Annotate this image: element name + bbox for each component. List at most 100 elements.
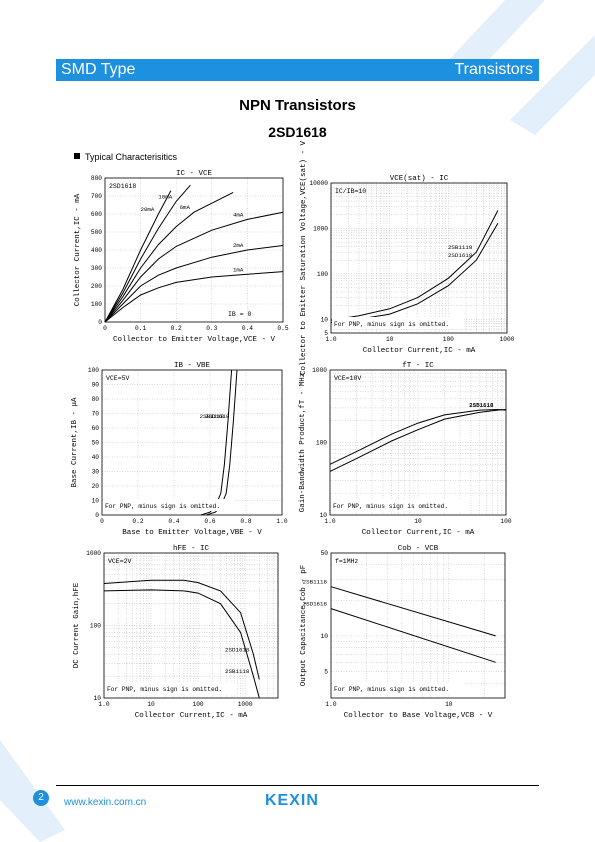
- y-tick-label: 300: [91, 265, 102, 272]
- y-tick-label: 100: [91, 301, 102, 308]
- y-axis-label: Gain-Bandwidth Product,fT - MHz: [299, 373, 307, 513]
- x-tick-label: 10: [414, 518, 422, 525]
- y-tick-label: 10: [321, 633, 329, 640]
- x-tick-label: 100: [443, 336, 454, 343]
- series-label: 20mA: [140, 206, 154, 213]
- series-label: 2SD1618: [469, 402, 494, 409]
- series-line: [200, 369, 233, 516]
- x-tick-label: 10: [147, 701, 155, 708]
- footer-url[interactable]: www.kexin.com.cn: [64, 797, 147, 808]
- series-line: [329, 408, 507, 465]
- chart-title: hFE - IC: [173, 545, 210, 553]
- series-label: 1mA: [233, 266, 244, 273]
- condition-label: VCE=10V: [334, 375, 361, 382]
- series-label: 6mA: [180, 204, 191, 211]
- series-label: 10mA: [158, 193, 172, 200]
- series-line: [330, 586, 496, 637]
- y-tick-label: 10000: [309, 180, 328, 187]
- series-label: 2SB1118: [303, 579, 328, 586]
- x-axis-label: Collector to Base Voltage,VCB - V: [344, 712, 493, 720]
- y-tick-label: 100: [317, 271, 328, 278]
- condition-label: VCE=2V: [108, 558, 132, 565]
- x-tick-label: 1000: [500, 336, 515, 343]
- series-label: 2mA: [233, 242, 244, 249]
- chart-title: VCE(sat) - IC: [390, 175, 449, 183]
- x-tick-label: 1.0: [276, 518, 287, 525]
- y-axis-label: Base Current,IB - μA: [71, 397, 79, 488]
- y-tick-label: 0: [98, 319, 102, 326]
- series-line: [104, 184, 191, 323]
- x-tick-label: 10: [445, 701, 453, 708]
- y-tick-label: 90: [92, 382, 100, 389]
- plot-frame: [101, 369, 283, 516]
- y-axis-label: Collector Current,IC - mA: [74, 193, 82, 306]
- plot-frame: [330, 552, 506, 699]
- condition-label: IB = 0: [228, 311, 252, 318]
- y-tick-label: 1000: [86, 550, 101, 557]
- y-tick-label: 60: [92, 425, 100, 432]
- y-tick-label: 600: [91, 211, 102, 218]
- series-label: 2SB1118: [200, 413, 225, 420]
- footer-divider: [56, 785, 539, 786]
- y-tick-label: 20: [92, 483, 100, 490]
- x-tick-label: 0.6: [204, 518, 215, 525]
- y-tick-label: 100: [88, 367, 99, 374]
- series-label: 4mA: [233, 211, 244, 218]
- section-heading: Typical Characterisitics: [74, 152, 177, 162]
- condition-label: 2SD1618: [109, 183, 136, 190]
- x-tick-label: 100: [193, 701, 204, 708]
- x-tick-label: 0.4: [242, 325, 253, 332]
- series-line: [329, 409, 507, 472]
- section-label: Typical Characterisitics: [85, 152, 178, 162]
- header-banner: SMD Type Transistors: [56, 59, 539, 81]
- series-line: [104, 211, 284, 323]
- y-axis-label: Output Capacitance,Cob - pF: [300, 565, 308, 687]
- chart-title: fT - IC: [402, 362, 434, 370]
- y-tick-label: 400: [91, 247, 102, 254]
- x-tick-label: 1.0: [98, 701, 109, 708]
- plot-frame: [330, 182, 508, 334]
- x-tick-label: 0.3: [206, 325, 217, 332]
- plot-frame: [329, 369, 507, 516]
- pnp-note: For PNP, minus sign is omitted.: [334, 321, 449, 328]
- y-tick-label: 100: [316, 440, 327, 447]
- chart-title: Cob - VCB: [398, 545, 439, 553]
- series-line: [206, 369, 238, 516]
- chart-title: IC - VCE: [176, 170, 213, 178]
- condition-label: IC/IB=10: [335, 188, 366, 195]
- x-tick-label: 0: [100, 518, 104, 525]
- kexin-logo: KEXIN: [265, 792, 319, 809]
- condition-label: f=1MHz: [335, 558, 359, 565]
- note-box: [332, 682, 464, 694]
- y-tick-label: 500: [91, 229, 102, 236]
- series-line: [104, 271, 284, 323]
- x-tick-label: 10: [386, 336, 394, 343]
- y-tick-label: 100: [90, 623, 101, 630]
- series-line: [104, 191, 234, 323]
- y-tick-label: 40: [92, 454, 100, 461]
- plot-frame: [103, 552, 279, 699]
- note-box: [103, 499, 235, 511]
- x-axis-label: Collector Current,IC - mA: [135, 712, 248, 720]
- header-product-type: Transistors: [454, 61, 533, 78]
- y-tick-label: 70: [92, 411, 100, 418]
- bullet-square-icon: [74, 153, 80, 159]
- x-tick-label: 1.0: [325, 701, 336, 708]
- x-tick-label: 1000: [238, 701, 253, 708]
- series-label: 2SD1618: [205, 413, 230, 420]
- x-tick-label: 0.5: [277, 325, 288, 332]
- page-title: NPN Transistors: [239, 97, 356, 114]
- series-line: [103, 589, 260, 699]
- series-label: 2SB1118: [448, 244, 473, 251]
- series-label: 2SB1118: [225, 668, 250, 675]
- note-box: [332, 317, 464, 329]
- pnp-note: For PNP, minus sign is omitted.: [105, 503, 220, 510]
- y-tick-label: 80: [92, 396, 100, 403]
- x-axis-label: Base to Emitter Voltage,VBE - V: [122, 529, 262, 537]
- y-axis-label: DC Current Gain,hFE: [73, 582, 81, 668]
- x-tick-label: 0.2: [171, 325, 182, 332]
